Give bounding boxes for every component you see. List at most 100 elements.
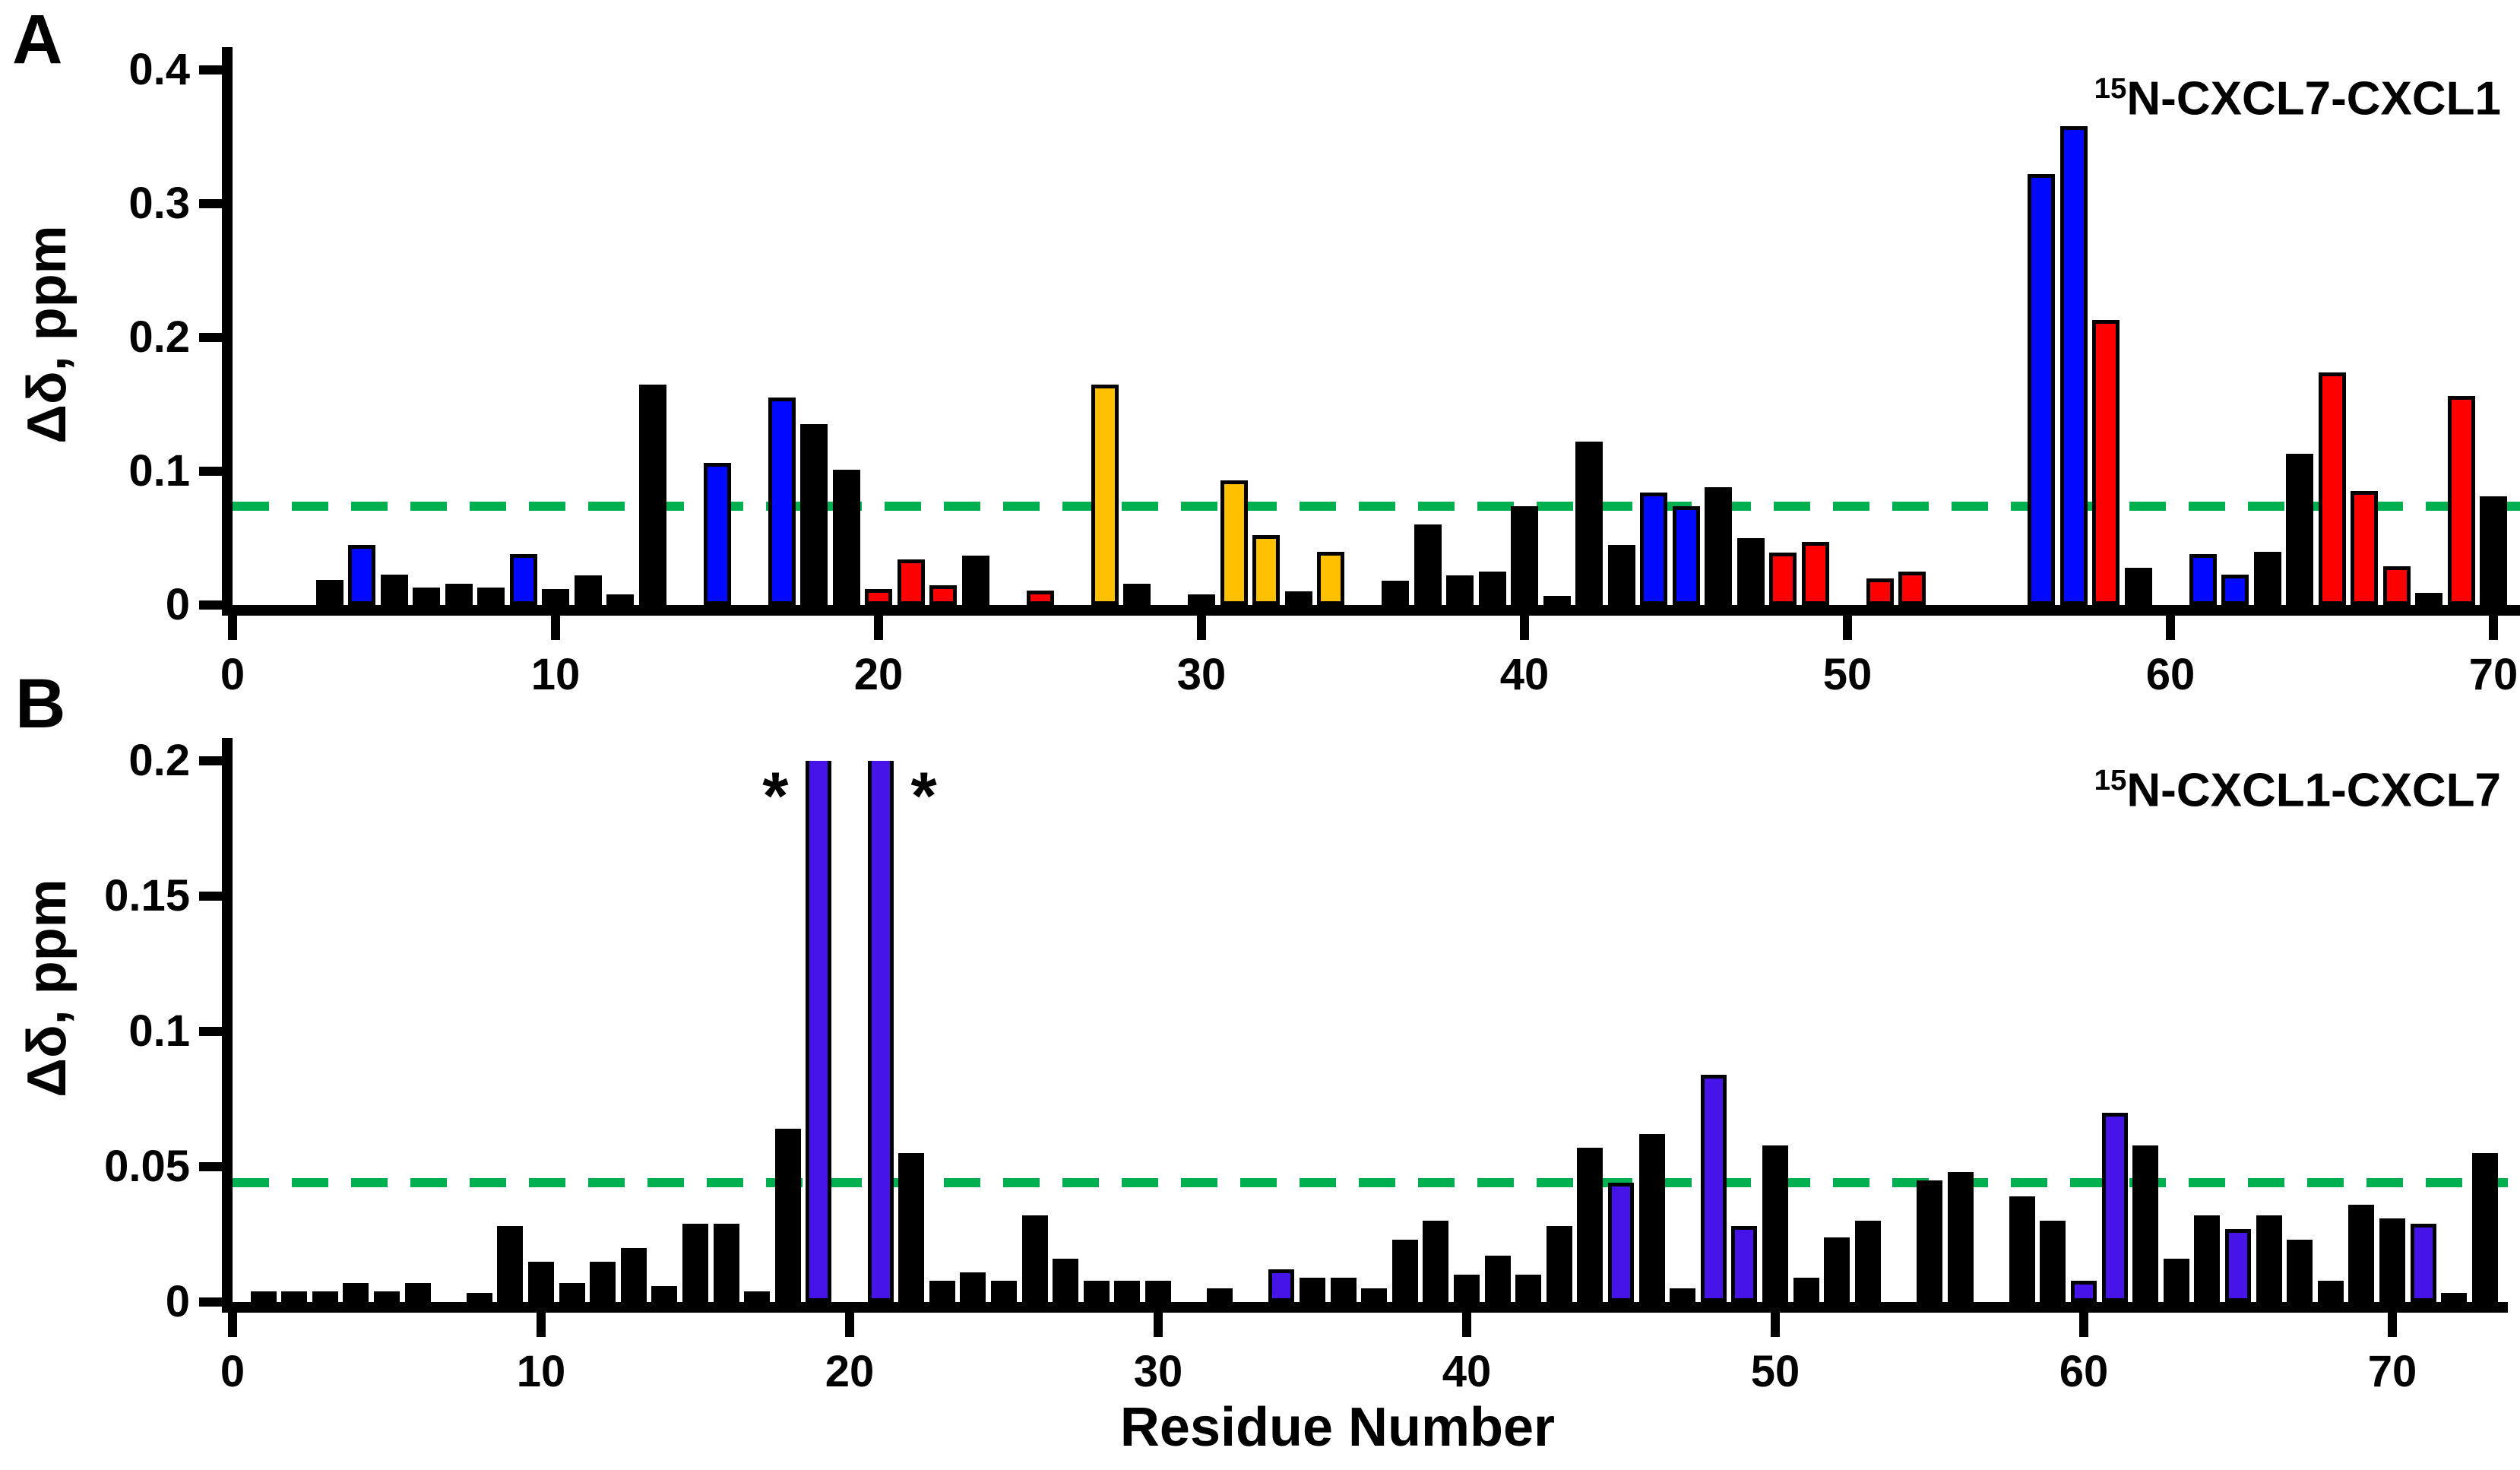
x-tick-label: 70: [2367, 1347, 2417, 1396]
x-tick-label: 60: [2059, 1347, 2109, 1396]
bar-residue-59: [2125, 568, 2152, 605]
bar-residue-53: [1855, 1221, 1881, 1302]
y-tick-label: 0.2: [128, 736, 190, 785]
bar-residue-4: [343, 1283, 369, 1302]
bar-residue-7: [445, 584, 473, 605]
bar-residue-11: [559, 1283, 585, 1302]
bar-residue-17: [744, 1291, 770, 1302]
bar-residue-64: [2286, 454, 2313, 605]
bar-residue-38: [1392, 1240, 1418, 1302]
bar-residue-45: [1608, 1183, 1634, 1302]
bar-residue-41: [1485, 1256, 1511, 1302]
bar-residue-71: [2411, 1224, 2436, 1302]
bar-residue-25: [1027, 591, 1054, 605]
panel-a-title-text: N-CXCL7-CXCL1: [2126, 72, 2501, 125]
bar-residue-21: [868, 761, 894, 1302]
bar-residue-49: [1731, 1226, 1757, 1302]
bar-residue-70: [2379, 1218, 2405, 1302]
x-tick-label: 20: [825, 1347, 875, 1396]
bar-residue-69: [2348, 1205, 2374, 1302]
bar-residue-43: [1547, 1226, 1572, 1302]
x-tick-label: 30: [1176, 650, 1227, 699]
bar-residue-23: [962, 556, 989, 605]
bar-residue-72: [2441, 1293, 2467, 1302]
bar-residue-61: [2102, 1113, 2128, 1302]
x-axis-line: [222, 605, 2520, 616]
x-tick-label: 50: [1750, 1347, 1800, 1396]
panel-b-title-text: N-CXCL1-CXCL7: [2126, 764, 2501, 817]
bar-residue-66: [2351, 491, 2378, 605]
bar-residue-32: [1207, 1288, 1233, 1302]
bar-residue-15: [704, 463, 731, 605]
bar-residue-64: [2194, 1215, 2220, 1302]
x-tick-mark: [551, 616, 560, 640]
bar-residue-52: [1824, 1237, 1850, 1302]
y-tick-label: 0.1: [128, 1006, 190, 1056]
x-tick-label: 60: [2145, 650, 2196, 699]
bar-residue-12: [606, 594, 634, 605]
bar-residue-63: [2254, 552, 2281, 605]
bar-residue-41: [1543, 596, 1571, 605]
bar-residue-51: [1866, 578, 1894, 605]
y-axis-line: [222, 47, 233, 616]
y-tick-label: 0.1: [128, 446, 190, 496]
bar-residue-8: [477, 588, 505, 605]
bar-residue-36: [1331, 1278, 1357, 1302]
bar-residue-56: [1948, 1172, 1974, 1302]
bar-residue-51: [1793, 1278, 1819, 1302]
significance-asterisk: *: [910, 758, 937, 833]
x-tick-mark: [228, 1313, 237, 1337]
bar-residue-46: [1639, 1134, 1665, 1302]
bar-residue-32: [1252, 535, 1280, 605]
y-tick-mark: [199, 1297, 222, 1307]
plot-area: [233, 70, 2520, 605]
bar-residue-10: [542, 589, 569, 605]
y-tick-mark: [199, 1162, 222, 1171]
y-tick-mark: [199, 600, 222, 610]
panel-b-letter: B: [15, 665, 66, 743]
bar-residue-73: [2472, 1153, 2498, 1302]
bar-residue-67: [2383, 566, 2411, 605]
x-tick-mark: [228, 616, 237, 640]
bar-residue-11: [575, 575, 602, 605]
y-tick-mark: [199, 892, 222, 901]
y-tick-label: 0: [165, 1277, 190, 1326]
plot-area: [233, 761, 2508, 1302]
x-tick-label: 40: [1442, 1347, 1492, 1396]
bar-residue-22: [898, 1153, 924, 1302]
bar-residue-43: [1608, 545, 1635, 605]
bar-residue-1: [251, 1291, 277, 1302]
bar-residue-40: [1511, 506, 1538, 605]
bar-residue-28: [1123, 584, 1151, 605]
bar-residue-48: [1769, 553, 1797, 605]
bar-residue-9: [510, 554, 537, 605]
bar-residue-50: [1762, 1145, 1788, 1302]
bar-residue-34: [1317, 552, 1344, 605]
bar-residue-67: [2287, 1240, 2313, 1302]
x-tick-mark: [1154, 1313, 1163, 1337]
bar-residue-5: [374, 1291, 400, 1302]
bar-residue-39: [1479, 572, 1506, 605]
bar-residue-35: [1300, 1278, 1325, 1302]
bar-residue-8: [467, 1293, 492, 1302]
bar-residue-47: [1670, 1288, 1695, 1302]
bar-residue-48: [1701, 1075, 1727, 1302]
y-tick-label: 0.15: [104, 871, 190, 920]
bar-residue-4: [348, 545, 375, 605]
bar-residue-66: [2256, 1215, 2282, 1302]
bar-residue-68: [2415, 593, 2442, 605]
bar-residue-3: [312, 1291, 338, 1302]
bar-residue-27: [1091, 385, 1119, 605]
bar-residue-63: [2164, 1259, 2189, 1302]
bar-residue-52: [1898, 572, 1926, 605]
bar-residue-58: [2009, 1196, 2035, 1302]
bar-residue-22: [929, 585, 957, 605]
y-tick-label: 0.2: [128, 312, 190, 362]
y-tick-mark: [199, 199, 222, 208]
x-tick-mark: [2489, 616, 2498, 640]
bar-residue-65: [2225, 1229, 2251, 1302]
bar-residue-58: [2092, 320, 2120, 605]
bar-residue-44: [1577, 1148, 1603, 1302]
x-tick-mark: [2079, 1313, 2088, 1337]
